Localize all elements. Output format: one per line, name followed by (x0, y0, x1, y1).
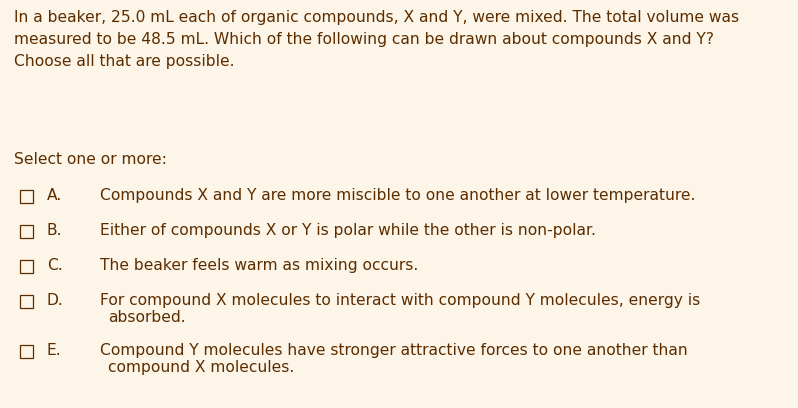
Text: absorbed.: absorbed. (108, 310, 186, 325)
Text: E.: E. (47, 343, 61, 358)
Text: C.: C. (47, 258, 63, 273)
Text: Compounds X and Y are more miscible to one another at lower temperature.: Compounds X and Y are more miscible to o… (100, 188, 695, 203)
Text: For compound X molecules to interact with compound Y molecules, energy is: For compound X molecules to interact wit… (100, 293, 701, 308)
Text: D.: D. (47, 293, 64, 308)
Text: Select one or more:: Select one or more: (14, 152, 167, 167)
Text: B.: B. (47, 223, 62, 238)
Text: Choose all that are possible.: Choose all that are possible. (14, 54, 235, 69)
Text: In a beaker, 25.0 mL each of organic compounds, X and Y, were mixed. The total v: In a beaker, 25.0 mL each of organic com… (14, 10, 739, 25)
Text: Compound Y molecules have stronger attractive forces to one another than: Compound Y molecules have stronger attra… (100, 343, 688, 358)
Text: measured to be 48.5 mL. Which of the following can be drawn about compounds X an: measured to be 48.5 mL. Which of the fol… (14, 32, 714, 47)
Text: The beaker feels warm as mixing occurs.: The beaker feels warm as mixing occurs. (100, 258, 418, 273)
Text: compound X molecules.: compound X molecules. (108, 360, 294, 375)
Text: A.: A. (47, 188, 62, 203)
Text: Either of compounds X or Y is polar while the other is non-polar.: Either of compounds X or Y is polar whil… (100, 223, 596, 238)
